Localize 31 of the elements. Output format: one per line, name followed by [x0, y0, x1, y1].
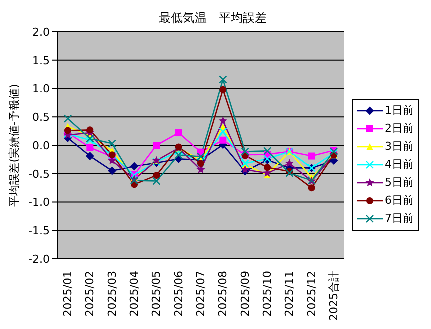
x-tick-label: 2025合計	[328, 271, 340, 321]
legend-label: 3日前	[385, 139, 414, 154]
x-tick-label: 2025/10	[261, 271, 274, 317]
x-tick-label: 2025/01	[62, 271, 74, 317]
x-tick-label: 2025/07	[194, 271, 208, 317]
legend-label: 6日前	[385, 193, 414, 208]
legend-label: 2日前	[385, 121, 414, 136]
x-tick-label: 2025/03	[106, 271, 119, 317]
legend-label: 5日前	[385, 175, 414, 190]
y-tick-label: 1.0	[32, 82, 50, 96]
y-tick-label: -1.0	[28, 196, 50, 210]
y-tick-label: 1.5	[32, 54, 50, 68]
x-tick-label: 2025/09	[238, 271, 252, 317]
legend-label: 7日前	[385, 211, 414, 226]
y-tick-label: -0.5	[28, 168, 50, 181]
y-axis-title: 平均誤差(実績値-予報値)	[8, 84, 21, 207]
x-tick-label: 2025/02	[84, 271, 97, 317]
y-tick-label: 0.0	[32, 139, 50, 152]
x-tick-label: 2025/04	[128, 271, 141, 317]
x-tick-label: 2025/08	[216, 271, 230, 317]
legend-label: 1日前	[385, 103, 414, 118]
x-tick-label: 2025/12	[305, 271, 318, 317]
legend-label: 4日前	[385, 157, 414, 172]
x-tick-label: 2025/11	[283, 271, 296, 317]
y-tick-label: -1.5	[28, 224, 50, 238]
y-tick-label: 2.0	[32, 26, 50, 39]
chart-title: 最低気温 平均誤差	[158, 11, 268, 25]
y-tick-label: -2.0	[28, 252, 50, 266]
x-tick-label: 2025/06	[172, 271, 186, 317]
x-tick-label: 2025/05	[150, 271, 164, 317]
y-tick-label: 0.5	[32, 111, 50, 124]
